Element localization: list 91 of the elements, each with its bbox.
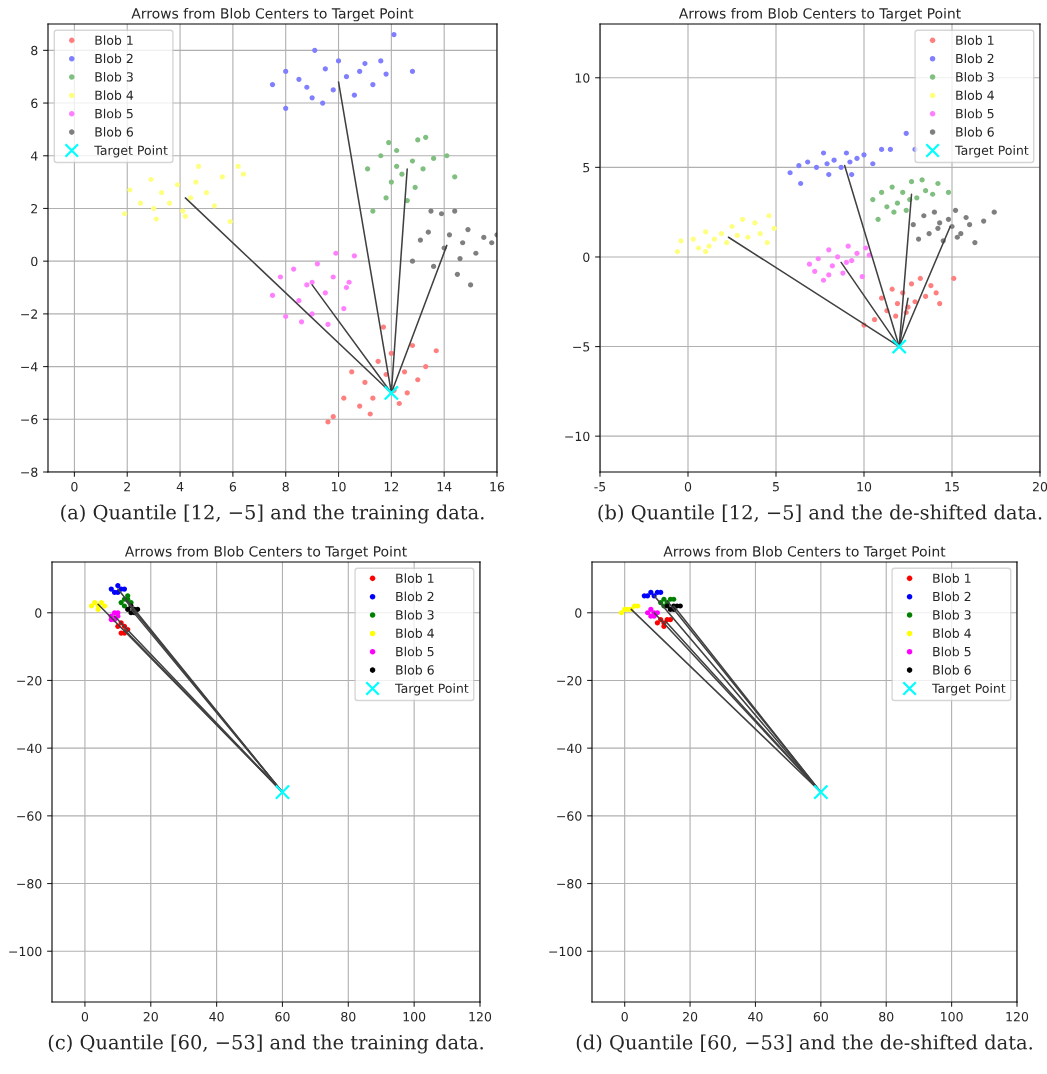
legend-label: Blob 2 [956, 53, 994, 64]
x-tick-label: 10 [331, 481, 346, 492]
legend-label: Blob 5 [396, 646, 434, 657]
chart-title: Arrows from Blob Centers to Target Point [131, 7, 414, 22]
x-tick-label: 8 [282, 481, 289, 492]
legend-label: Blob 5 [933, 646, 971, 657]
y-tick-label: −4 [21, 362, 38, 372]
y-tick-label: −40 [557, 743, 582, 754]
legend-label: Target Point [395, 683, 469, 696]
y-tick-label: −2 [21, 309, 38, 319]
y-tick-label: −60 [17, 811, 42, 821]
y-tick-label: 8 [31, 45, 38, 56]
legend-label: Target Point [932, 683, 1006, 696]
legend-label: Blob 1 [956, 35, 994, 45]
y-tick-label: 6 [31, 98, 38, 108]
x-tick-label: 2 [124, 481, 130, 492]
legend-label: Target Point [94, 145, 168, 158]
chart-title: Arrows from Blob Centers to Target Point [124, 545, 407, 560]
y-tick-label: −6 [21, 414, 38, 425]
y-tick-label: −5 [573, 342, 590, 352]
x-tick-label: 6 [229, 481, 237, 492]
x-tick-label: 10 [857, 481, 872, 492]
x-tick-label: 5 [772, 482, 779, 492]
y-tick-label: 0 [31, 256, 38, 267]
x-tick-label: 0 [621, 1011, 628, 1022]
y-tick-label: 0 [583, 252, 590, 262]
x-tick-label: 100 [403, 1011, 426, 1022]
y-tick-label: −60 [557, 811, 582, 821]
y-tick-label: −80 [557, 879, 582, 889]
y-tick-label: −20 [557, 675, 582, 686]
legend-label: Blob 3 [95, 71, 133, 82]
y-tick-label: −80 [17, 879, 42, 889]
x-tick-label: 15 [945, 482, 959, 492]
legend-label: Blob 1 [396, 573, 434, 583]
text: (c) Quantile [60, −53] and the training data. [48, 1034, 483, 1054]
legend-label: Blob 1 [933, 573, 971, 583]
x-tick-label: 20 [143, 1011, 158, 1022]
legend-label: Blob 4 [95, 90, 134, 100]
x-tick-label: 120 [1006, 1011, 1029, 1022]
y-tick-label: 5 [583, 163, 590, 173]
y-tick-label: 0 [575, 608, 582, 618]
x-tick-label: 120 [469, 1011, 492, 1022]
legend-label: Blob 4 [933, 628, 971, 638]
text: (b) Quantile [12, −5] and the de-shifted data. [598, 504, 1042, 523]
text: (a) Quantile [12, −5] and the training data. [61, 504, 484, 524]
x-tick-label: 80 [879, 1011, 894, 1022]
y-tick-label: 4 [30, 151, 38, 161]
legend-label: Blob 3 [933, 609, 971, 620]
x-tick-label: -5 [594, 482, 606, 492]
legend-label: Blob 5 [956, 108, 994, 119]
legend-label: Blob 1 [95, 35, 133, 45]
legend-label: Blob 6 [396, 664, 434, 675]
y-tick-label: −100 [549, 946, 582, 957]
legend-label: Blob 2 [933, 591, 971, 602]
x-tick-label: 60 [275, 1011, 290, 1022]
y-tick-label: −100 [9, 946, 42, 957]
legend-label: Target Point [955, 145, 1029, 158]
x-tick-label: 60 [813, 1011, 828, 1022]
legend-label: Blob 6 [933, 664, 971, 675]
x-tick-label: 100 [941, 1011, 963, 1022]
y-tick-label: −10 [565, 431, 590, 442]
y-tick-label: 2 [31, 203, 38, 214]
chart-title: Arrows from Blob Centers to Target Point [663, 545, 946, 560]
y-tick-label: 10 [575, 73, 590, 83]
x-tick-label: 40 [748, 1011, 763, 1022]
y-tick-label: −8 [21, 467, 38, 477]
text: (d) Quantile [60, −53] and the de-shifted data. [576, 1034, 1032, 1053]
legend-label: Blob 4 [956, 90, 994, 100]
x-tick-label: 12 [384, 481, 399, 492]
x-tick-label: 16 [490, 481, 505, 492]
x-tick-label: 40 [209, 1011, 224, 1022]
legend-label: Blob 2 [95, 53, 133, 64]
y-tick-label: 0 [35, 608, 42, 618]
x-tick-label: 14 [437, 482, 452, 492]
x-tick-label: 4 [176, 482, 184, 492]
x-tick-label: 20 [683, 1011, 698, 1022]
legend-label: Blob 3 [396, 609, 434, 620]
x-tick-label: 0 [684, 481, 692, 492]
legend-label: Blob 4 [396, 628, 434, 638]
x-tick-label: 20 [1032, 481, 1047, 492]
x-tick-label: 0 [71, 481, 78, 492]
y-tick-label: −40 [17, 743, 42, 754]
legend-label: Blob 2 [396, 591, 434, 602]
x-tick-label: 80 [341, 1011, 356, 1022]
legend-label: Blob 6 [956, 126, 994, 137]
legend-label: Blob 3 [956, 71, 994, 82]
y-tick-label: −20 [17, 675, 42, 686]
legend-label: Blob 5 [95, 108, 133, 119]
legend-label: Blob 6 [95, 126, 134, 137]
chart-title: Arrows from Blob Centers to Target Point [678, 7, 961, 22]
x-tick-label: 0 [81, 1011, 89, 1022]
